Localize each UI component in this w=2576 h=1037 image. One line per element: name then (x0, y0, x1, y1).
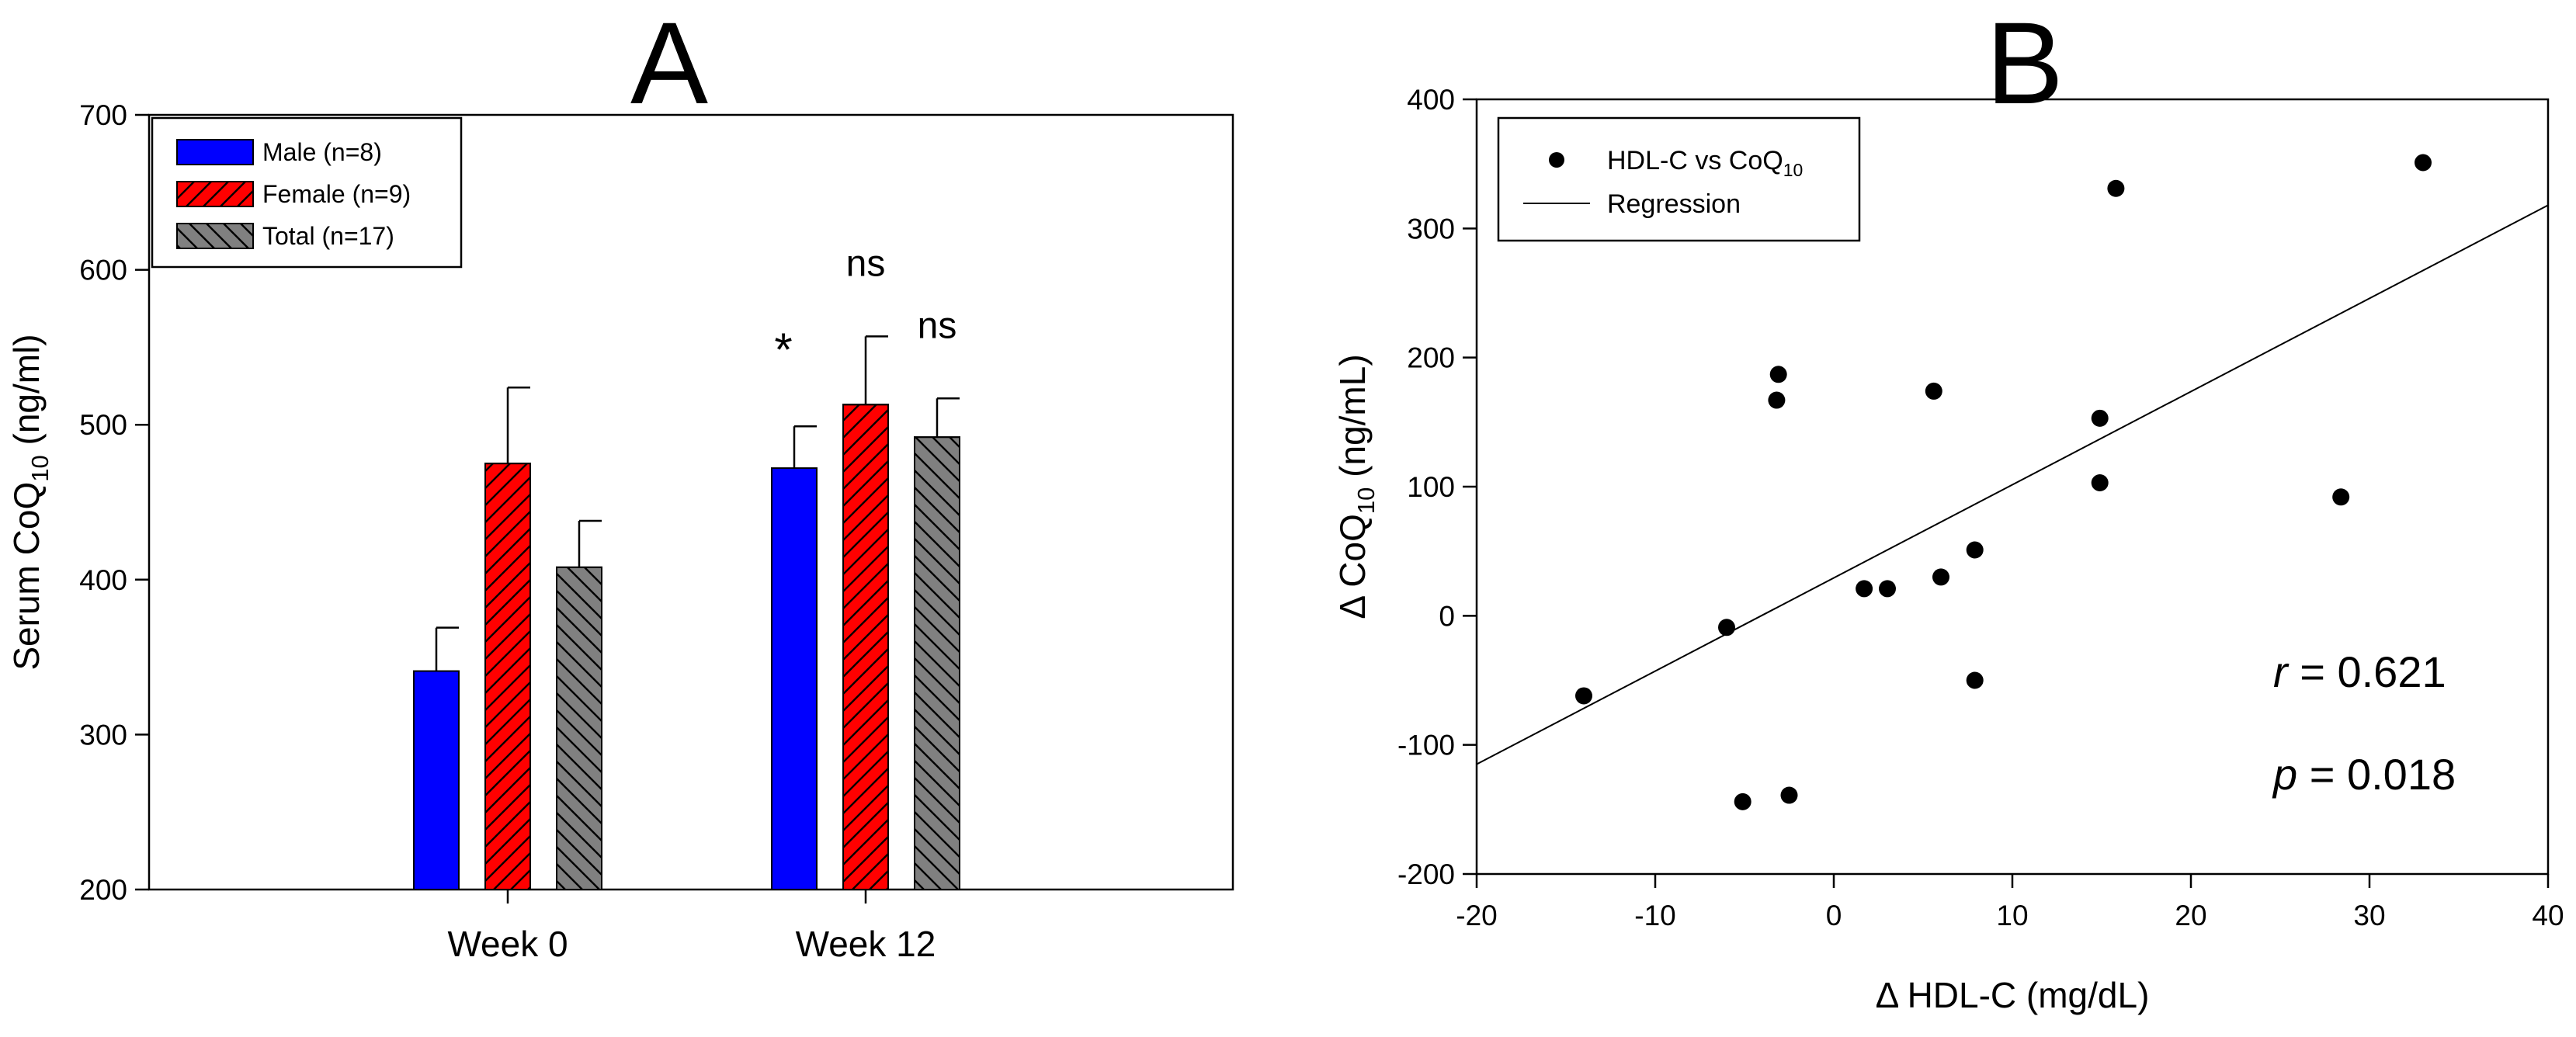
legend-label: Total (n=17) (262, 222, 394, 250)
data-point (2332, 488, 2350, 506)
significance-label: ns (846, 243, 886, 284)
x-tick-label: Week 12 (796, 924, 936, 964)
panel-b-legend-label-points: HDL-C vs CoQ10 (1607, 146, 1803, 180)
panel-a-letter: A (630, 0, 708, 128)
data-point (2415, 154, 2432, 172)
data-point (1932, 568, 1949, 586)
data-point (1575, 687, 1592, 705)
data-point (1966, 671, 1984, 689)
panel-a-plot-frame (148, 113, 1234, 891)
panel-b-regression (1476, 204, 2549, 765)
x-tick-label: -10 (1634, 900, 1675, 931)
x-tick-label: 10 (1996, 900, 2028, 931)
panel-b-r-value: r = 0.621 (2273, 647, 2446, 696)
panel-a: A 200 300 400 500 600 700 Week 0 Week 12 * nsns… (6, 0, 1234, 964)
x-tick-label: 40 (2532, 900, 2564, 931)
bar (413, 670, 460, 891)
panel-b-y-axis-label: Δ CoQ10 (ng/mL) (1332, 354, 1380, 619)
significance-label: * (774, 324, 792, 376)
data-point (1925, 382, 1942, 400)
panel-b-legend-box (1497, 116, 1861, 242)
panel-b-legend: HDL-C vs CoQ10 Regression (1497, 116, 1861, 242)
panel-a-legend: Male (n=8) Female (n=9) Total (n=17) (151, 116, 463, 269)
panel-a-y-axis-label: Serum CoQ10 (ng/ml) (6, 334, 54, 670)
y-tick-label: 400 (1407, 84, 1455, 116)
y-tick-label: 700 (79, 99, 127, 131)
legend-swatch-hatch (176, 181, 254, 207)
panel-a-bars (413, 335, 960, 891)
y-tick-label: 600 (79, 255, 127, 286)
x-tick-label: Week 0 (447, 924, 568, 964)
bar-hatch (914, 436, 960, 890)
legend-swatch-hatch (176, 223, 254, 249)
data-point (1879, 580, 1896, 598)
panel-b-y-axis: -200 -100 0 100 200 300 400 (1397, 84, 1477, 890)
y-tick-label: 500 (79, 409, 127, 441)
y-tick-label: 300 (79, 719, 127, 751)
y-tick-label: 400 (79, 564, 127, 596)
x-tick-label: -20 (1456, 900, 1497, 931)
panel-b-letter: B (1986, 0, 2064, 128)
regression-line (1476, 204, 2549, 765)
data-point (2091, 409, 2109, 427)
y-tick-label: 0 (1439, 600, 1455, 632)
y-tick-label: -200 (1397, 858, 1455, 890)
data-point (1780, 786, 1798, 804)
legend-label: Male (n=8) (262, 138, 382, 166)
data-point (2091, 474, 2109, 492)
y-tick-label: 200 (1407, 342, 1455, 374)
x-tick-label: 20 (2175, 900, 2206, 931)
x-tick-label: 30 (2353, 900, 2385, 931)
panel-a-y-axis: 200 300 400 500 600 700 (79, 99, 149, 906)
panel-a-x-axis: Week 0 Week 12 (447, 890, 936, 964)
data-point (1718, 619, 1735, 636)
data-point (1769, 366, 1787, 383)
y-tick-label: 100 (1407, 471, 1455, 503)
panel-b-legend-label-regression: Regression (1607, 189, 1741, 219)
panel-b-x-axis-label: Δ HDL-C (mg/dL) (1876, 975, 2150, 1015)
x-tick-label: 0 (1826, 900, 1842, 931)
bar-hatch (484, 463, 531, 890)
bar (771, 467, 818, 890)
y-tick-label: 200 (79, 874, 127, 906)
panel-b-x-axis: -20 -10 0 10 20 30 40 (1456, 874, 2564, 931)
bar-hatch (842, 404, 889, 890)
y-tick-label: 300 (1407, 213, 1455, 245)
data-point (1734, 792, 1751, 810)
panel-b-legend-point-swatch (1549, 152, 1564, 168)
data-point (1966, 541, 1984, 559)
significance-label: ns (918, 305, 957, 346)
y-tick-label: -100 (1397, 730, 1455, 761)
data-point (1856, 580, 1873, 598)
data-point (1768, 391, 1786, 409)
panel-b-points (1575, 154, 2432, 810)
bar-hatch (556, 566, 602, 890)
data-point (2107, 179, 2125, 197)
legend-label: Female (n=9) (262, 180, 411, 208)
legend-swatch (176, 139, 254, 165)
panel-b-p-value: p = 0.018 (2272, 750, 2456, 799)
